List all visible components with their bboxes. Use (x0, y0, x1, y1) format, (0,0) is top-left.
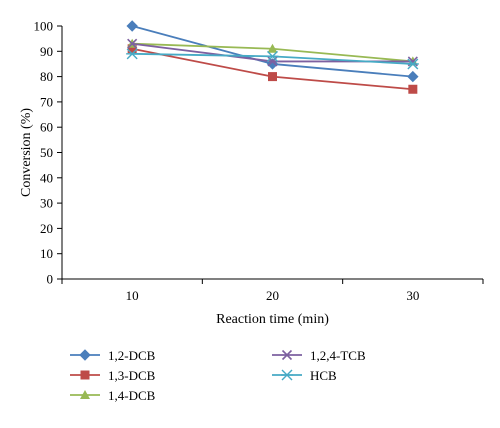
data-point (127, 38, 138, 49)
data-point (126, 48, 139, 60)
data-point (267, 43, 278, 53)
y-tick-label: 50 (40, 145, 53, 160)
y-tick-label: 0 (47, 272, 54, 287)
axes: 0 10 20 30 40 50 60 70 80 90 100 10 20 30 (34, 19, 484, 303)
data-point (268, 72, 277, 82)
y-tick-label: 80 (40, 69, 53, 84)
legend-label: 1,3-DCB (108, 368, 156, 383)
legend-label: HCB (310, 368, 337, 383)
legend-label: 1,4-DCB (108, 388, 156, 403)
legend: 1,2-DCB 1,3-DCB 1,4-DCB 1,2,4-TCB HCB (70, 348, 366, 403)
legend-marker (281, 369, 293, 381)
data-point (407, 70, 419, 83)
x-axis-label: Reaction time (min) (216, 312, 329, 327)
y-tick-label: 90 (40, 44, 53, 59)
data-point (266, 50, 279, 62)
data-point (127, 44, 137, 54)
x-tick-label: 30 (406, 288, 419, 303)
y-tick-label: 60 (40, 120, 53, 135)
x-tick-label: 20 (266, 288, 279, 303)
legend-item: HCB (272, 368, 337, 383)
x-tick-label: 10 (126, 288, 139, 303)
y-tick-label: 20 (40, 221, 53, 236)
y-tick-label: 30 (40, 196, 53, 211)
legend-label: 1,2,4-TCB (310, 348, 366, 363)
y-axis-label: Conversion (%) (19, 108, 34, 197)
legend-label: 1,2-DCB (108, 348, 156, 363)
legend-marker (80, 370, 90, 380)
y-tick-label: 100 (34, 19, 54, 34)
legend-item: 1,2-DCB (70, 348, 156, 363)
legend-item: 1,2,4-TCB (272, 348, 366, 363)
legend-marker (281, 349, 293, 361)
data-point (406, 58, 419, 70)
legend-marker (80, 390, 90, 399)
legend-item: 1,4-DCB (70, 388, 156, 403)
series-layer (126, 20, 419, 94)
y-tick-label: 70 (40, 94, 53, 109)
data-point (126, 20, 138, 32)
y-tick-label: 40 (40, 170, 53, 185)
data-point (408, 84, 418, 94)
legend-marker (79, 349, 91, 361)
y-tick-label: 10 (40, 246, 53, 261)
legend-item: 1,3-DCB (70, 368, 156, 383)
